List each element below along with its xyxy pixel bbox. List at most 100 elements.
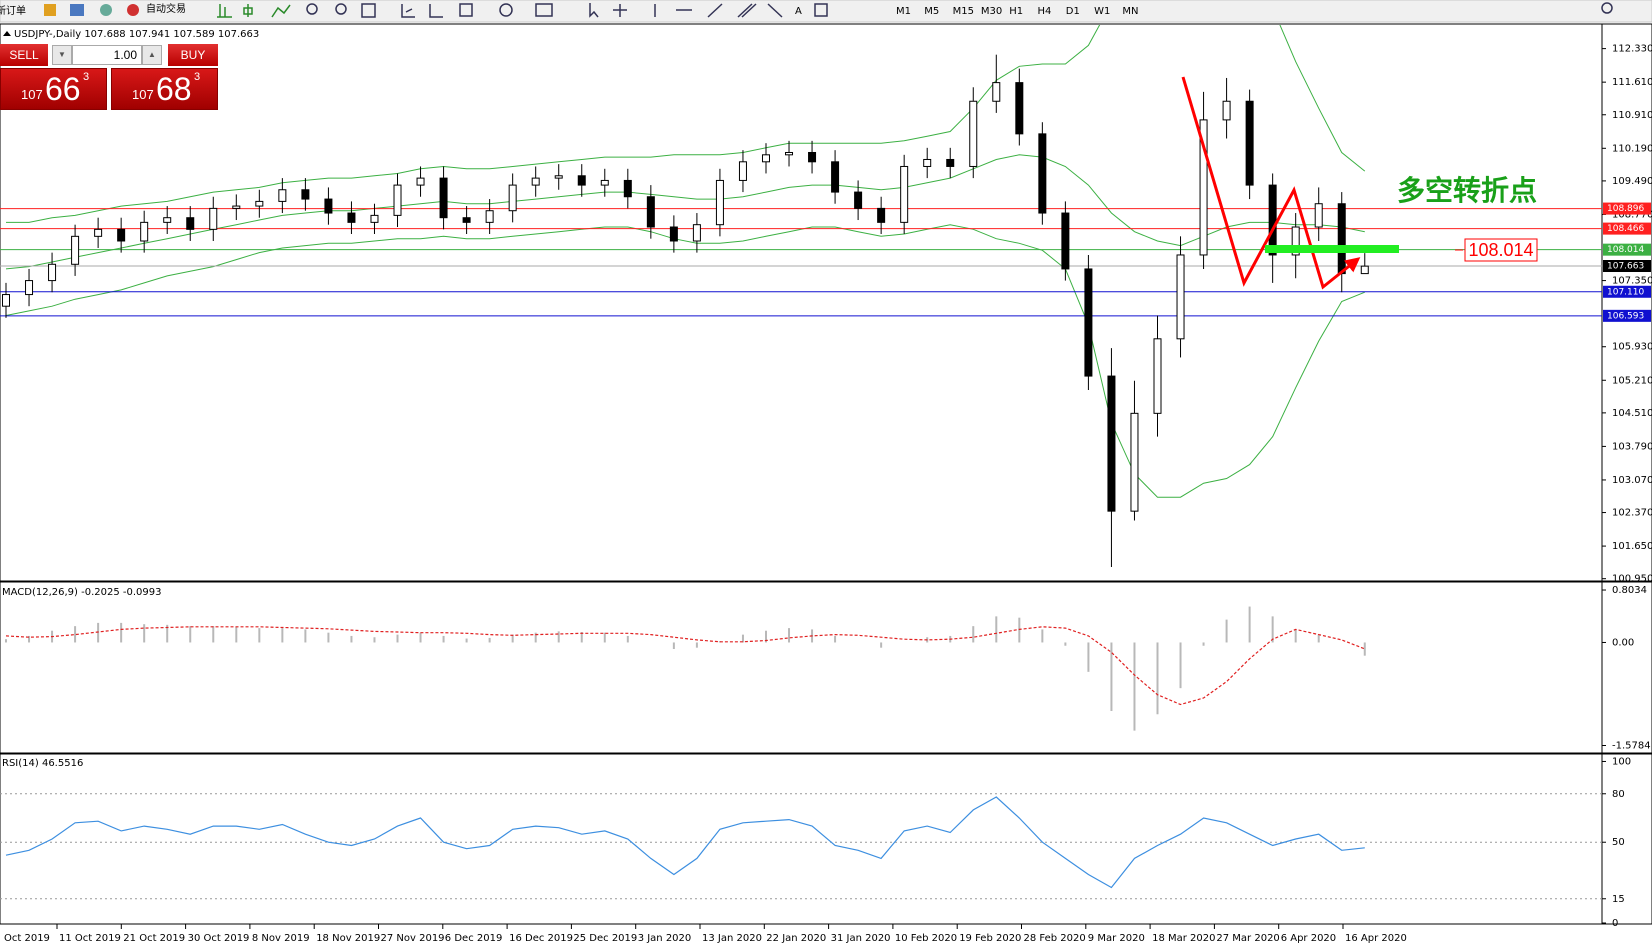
label-tool[interactable] xyxy=(814,3,828,17)
level-label-box xyxy=(1603,202,1651,215)
y-tick-label: 100.950 xyxy=(1612,574,1652,585)
timeframe[interactable]: MN xyxy=(1122,6,1138,17)
y-tick-label: 111.610 xyxy=(1612,77,1652,88)
timeframe[interactable]: M15 xyxy=(953,6,974,17)
candle-body xyxy=(255,200,264,207)
price-pip: 3 xyxy=(194,71,201,83)
y-tick-label: 101.650 xyxy=(1612,541,1652,552)
y-tick-label: 50 xyxy=(1612,837,1625,848)
lot-up[interactable]: ▲ xyxy=(142,45,162,65)
x-tick-label: 8 Nov 2019 xyxy=(252,933,310,944)
channel[interactable] xyxy=(737,3,757,18)
x-tick-label: 21 Oct 2019 xyxy=(123,933,185,944)
cursor[interactable] xyxy=(589,3,599,18)
x-tick-label: 6 Dec 2019 xyxy=(445,933,503,944)
candle-body xyxy=(600,179,609,186)
y-tick-label: 109.490 xyxy=(1612,176,1652,187)
y-tick-label: 100 xyxy=(1612,756,1631,767)
band-upper xyxy=(6,25,1366,223)
x-tick-label: 6 Apr 2020 xyxy=(1281,933,1336,944)
indicators[interactable] xyxy=(459,3,473,17)
macd-panel xyxy=(0,581,1652,754)
candle-body xyxy=(1038,133,1047,214)
candle-body xyxy=(347,212,356,223)
trade-panel: SELL ▼ 1.00 ▲ BUY 107 66 3 107 68 3 xyxy=(0,44,218,111)
y-tick-label: -1.5784 xyxy=(1612,740,1651,751)
timeframe[interactable]: H4 xyxy=(1038,6,1052,17)
candle-body xyxy=(554,175,563,179)
candle-body xyxy=(439,177,448,219)
candle-body xyxy=(900,165,909,223)
candle-body xyxy=(25,280,34,296)
autoscroll[interactable] xyxy=(401,4,415,18)
buy-button[interactable]: BUY xyxy=(168,44,218,66)
trendline[interactable] xyxy=(707,3,723,18)
candle-body xyxy=(48,263,57,282)
sell-button[interactable]: SELL xyxy=(0,44,48,66)
y-tick-label: 80 xyxy=(1612,789,1625,800)
text-tool[interactable]: A xyxy=(795,6,802,17)
auto-trading[interactable]: 自动交易 xyxy=(146,2,186,15)
candle-body xyxy=(692,224,701,242)
timeframe[interactable]: D1 xyxy=(1066,6,1080,17)
price-pip: 3 xyxy=(83,71,90,83)
zoom-in[interactable] xyxy=(306,3,318,15)
level-label: 108.466 xyxy=(1607,224,1644,234)
y-tick-label: 110.910 xyxy=(1612,110,1652,121)
sell-price[interactable]: 107 66 3 xyxy=(0,68,107,110)
price-big: 107 xyxy=(21,87,43,102)
candle-body xyxy=(163,217,172,223)
y-tick-label: 107.350 xyxy=(1612,276,1652,287)
crosshair[interactable] xyxy=(613,4,627,17)
icon[interactable] xyxy=(70,4,84,16)
new-order[interactable]: 新订单 xyxy=(0,4,26,17)
candle-body xyxy=(946,158,955,167)
timeframe[interactable]: W1 xyxy=(1094,6,1110,17)
timeframe[interactable]: H1 xyxy=(1009,6,1023,17)
timeframe[interactable]: M5 xyxy=(924,6,939,17)
candle-body xyxy=(370,214,379,223)
auto-trading-icon[interactable] xyxy=(127,4,139,16)
timeframe[interactable]: M1 xyxy=(896,6,911,17)
candle-body xyxy=(785,151,794,156)
templates[interactable] xyxy=(535,3,553,17)
annotations: 108.014 多空转折点 xyxy=(1181,76,1538,290)
turning-point-label: 多空转折点 xyxy=(1397,174,1537,207)
timeframe[interactable]: M30 xyxy=(981,6,1002,17)
x-tick-label: 19 Feb 2020 xyxy=(959,933,1021,944)
x-tick-label: 28 Feb 2020 xyxy=(1024,933,1086,944)
macd-signal xyxy=(5,626,1366,706)
lot-input[interactable]: 1.00 xyxy=(72,45,142,65)
x-tick-label: 3 Jan 2020 xyxy=(638,933,692,944)
candle-body xyxy=(1107,375,1116,512)
lot-down[interactable]: ▼ xyxy=(52,45,72,65)
tile[interactable] xyxy=(361,3,376,18)
candle-body xyxy=(715,179,724,226)
y-tick-label: 105.210 xyxy=(1612,375,1652,386)
candle-icon[interactable] xyxy=(243,4,253,17)
y-tick-label: 0.8034 xyxy=(1612,585,1647,596)
macd-title: MACD(12,26,9) -0.2025 -0.0993 xyxy=(2,587,162,598)
icon[interactable] xyxy=(44,4,56,16)
level-label: 107.663 xyxy=(1607,262,1644,272)
candle-body xyxy=(1084,268,1093,377)
line-icon[interactable] xyxy=(271,4,291,18)
zoom-out[interactable] xyxy=(335,3,347,15)
collapse-icon[interactable] xyxy=(3,31,11,36)
buy-price[interactable]: 107 68 3 xyxy=(111,68,218,110)
search[interactable] xyxy=(1601,2,1613,14)
y-tick-label: 104.510 xyxy=(1612,408,1652,419)
fibo[interactable] xyxy=(767,3,783,18)
band-middle xyxy=(5,154,1365,270)
bar-icon[interactable] xyxy=(217,4,232,18)
candle-body xyxy=(209,207,218,230)
x-tick-label: 9 Mar 2020 xyxy=(1088,933,1145,944)
y-tick-label: 110.190 xyxy=(1612,143,1652,154)
y-tick-label: 0.00 xyxy=(1612,637,1634,648)
periods[interactable] xyxy=(499,3,513,17)
candle-body xyxy=(1199,119,1208,256)
icon[interactable] xyxy=(100,4,112,16)
price-big: 107 xyxy=(132,87,154,102)
shift[interactable] xyxy=(429,4,443,18)
